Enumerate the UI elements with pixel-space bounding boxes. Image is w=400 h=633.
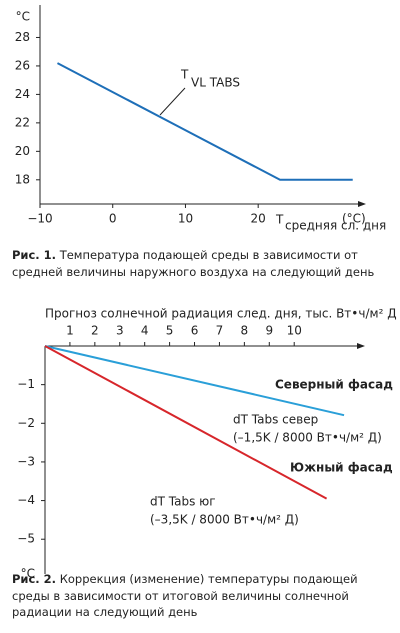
series-note: dT Tabs юг: [150, 495, 216, 509]
x-tick-label: 0: [109, 212, 117, 226]
y-tick-label: −5: [17, 532, 35, 546]
series-line: [44, 345, 328, 500]
caption-text: Коррекция (изменение) температуры подающ…: [12, 572, 358, 619]
x-tick-label: 3: [116, 324, 124, 338]
y-tick-label: −2: [17, 416, 35, 430]
x-tick-label: 8: [241, 324, 249, 338]
x-tick-label: 2: [91, 324, 99, 338]
x-tick-label: 10: [287, 324, 302, 338]
y-unit: °C: [16, 10, 30, 24]
x-axis-arrow: [358, 201, 366, 207]
x-tick-label: 10: [178, 212, 193, 226]
series-label: Северный фасад: [275, 378, 393, 392]
caption-label: Рис. 2.: [12, 572, 57, 586]
x-tick-label: 20: [251, 212, 266, 226]
y-tick-label: 22: [15, 115, 30, 129]
y-tick-label: 20: [15, 144, 30, 158]
series-note: dT Tabs север: [233, 413, 318, 427]
x-tick-label: 4: [141, 324, 149, 338]
series-line: [44, 345, 345, 417]
series-note: (–1,5K / 8000 Вт•ч/м² Д): [233, 431, 382, 445]
x-unit: (°C): [342, 212, 366, 226]
x-tick-label: 1: [66, 324, 74, 338]
y-tick-label: 24: [15, 87, 30, 101]
y-tick-label: −3: [17, 454, 35, 468]
x-label-sub: средняя сл. дня: [285, 219, 386, 233]
annotation-leader: [159, 87, 186, 116]
y-tick-label: −1: [17, 377, 35, 391]
x-tick-label: 7: [216, 324, 224, 338]
annotation: T: [180, 68, 189, 82]
caption-1: Рис. 1. Температура подающей среды в зав…: [12, 247, 392, 280]
x-tick-label: 9: [265, 324, 273, 338]
y-tick-label: 28: [15, 30, 30, 44]
y-tick-label: −4: [17, 493, 35, 507]
series-label: Южный фасад: [290, 461, 393, 475]
series-line: [56, 62, 353, 181]
x-tick-label: −10: [27, 212, 52, 226]
chart-title: Прогноз солнечной радиация след. дня, ты…: [45, 307, 397, 321]
series-note: (–3,5K / 8000 Вт•ч/м² Д): [150, 513, 299, 527]
caption-text: Температура подающей среды в зависимости…: [12, 248, 375, 279]
x-axis-arrow: [357, 343, 365, 349]
y-unit: °C: [21, 567, 35, 581]
y-tick-label: 26: [15, 58, 30, 72]
x-label: T: [275, 213, 284, 227]
annotation-sub: VL TABS: [191, 76, 240, 90]
x-tick-label: 6: [191, 324, 199, 338]
y-tick-label: 18: [15, 172, 30, 186]
caption-2: Рис. 2. Коррекция (изменение) температур…: [12, 571, 392, 621]
x-tick-label: 5: [166, 324, 174, 338]
caption-label: Рис. 1.: [12, 248, 57, 262]
